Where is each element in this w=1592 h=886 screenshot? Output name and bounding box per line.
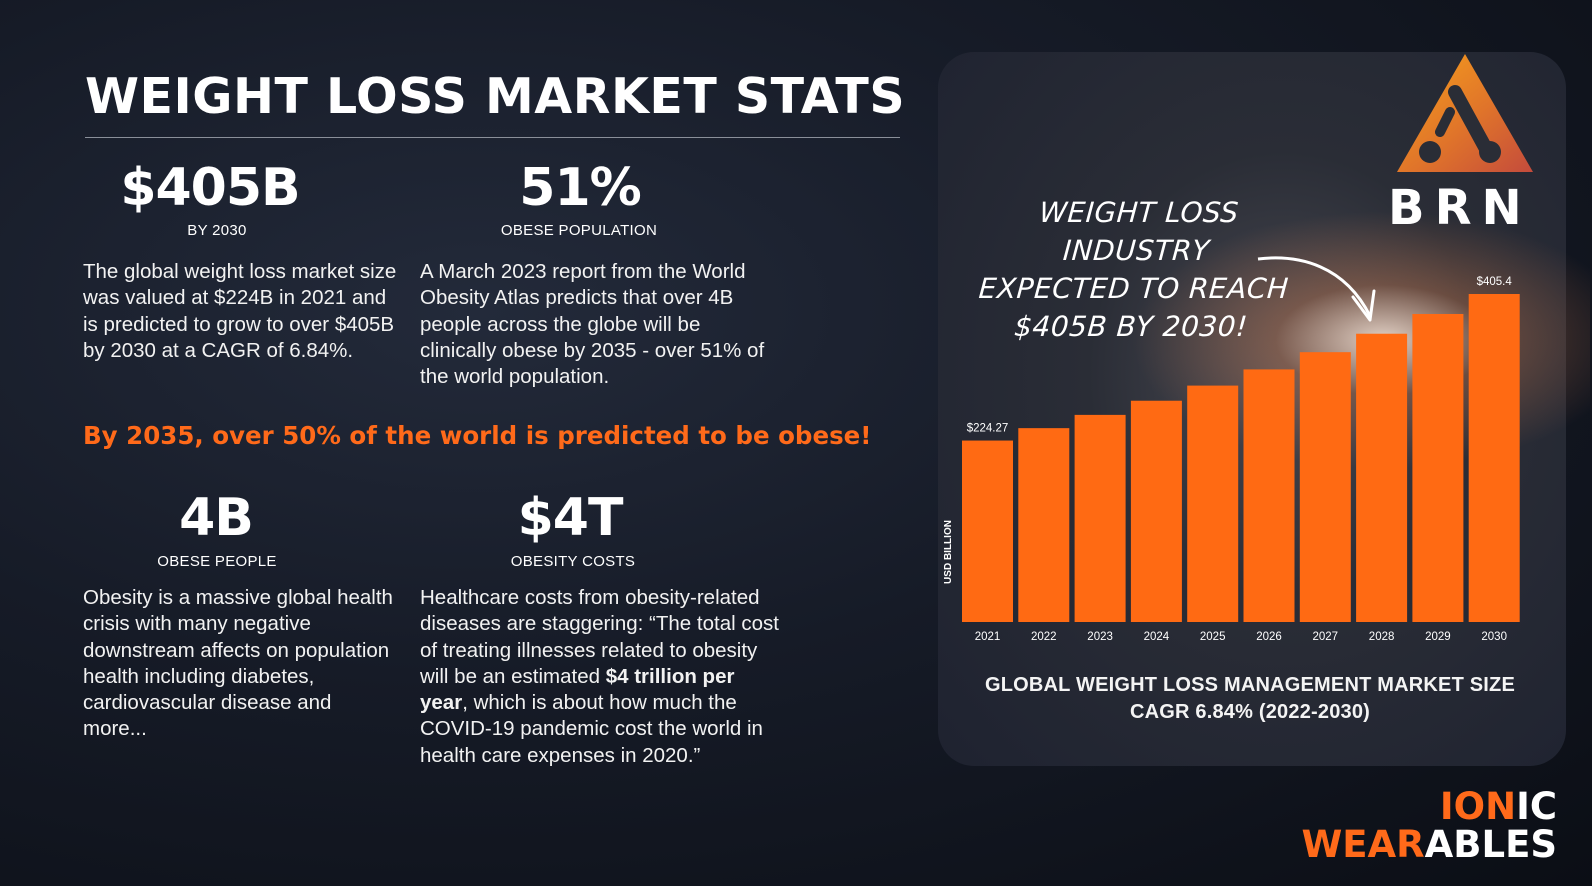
stat-text-obesity-costs: Healthcare costs from obesity-related di… xyxy=(420,586,779,767)
stat-value-market: $405B xyxy=(120,158,300,218)
stat-label-obese-population: OBESE POPULATION xyxy=(500,222,658,239)
chart-subtitle: CAGR 6.84% (2022-2030) xyxy=(1129,701,1371,723)
bar-2024 xyxy=(1130,400,1182,622)
chart-annotation: WEIGHT LOSS INDUSTRY EXPECTED TO REACH $… xyxy=(960,194,1311,346)
stat-label-obese-people: OBESE PEOPLE xyxy=(157,553,277,570)
bar-2022 xyxy=(1018,428,1070,622)
data-label: $224.27 xyxy=(967,423,1009,435)
ionic-wearables-logo: IONIC WEARABLES xyxy=(1301,785,1557,866)
x-tick-label: 2021 xyxy=(975,631,1001,643)
chart-caption: GLOBAL WEIGHT LOSS MANAGEMENT MARKET SIZ… xyxy=(960,672,1540,726)
x-tick-label: 2026 xyxy=(1256,631,1282,643)
x-tick-label: 2030 xyxy=(1481,631,1507,643)
x-tick-label: 2029 xyxy=(1425,631,1451,643)
title-divider xyxy=(85,137,900,138)
bar-2021 xyxy=(962,440,1013,622)
annotation-line-3: $405B BY 2030! xyxy=(1013,310,1249,343)
x-tick-label: 2028 xyxy=(1369,631,1395,643)
stat-text-bold: $4 trillion per year xyxy=(420,664,735,715)
annotation-line-1: WEIGHT LOSS INDUSTRY xyxy=(1038,196,1240,267)
stat-text-obese-people: Obesity is a massive global health crisi… xyxy=(83,586,393,741)
stat-value-obesity-costs: $4T xyxy=(517,488,624,548)
highlight-statement: By 2035, over 50% of the world is predic… xyxy=(83,421,872,450)
page-title: WEIGHT LOSS MARKET STATS xyxy=(85,68,906,125)
bar-2027 xyxy=(1299,352,1351,622)
x-tick-label: 2023 xyxy=(1087,631,1113,643)
x-tick-label: 2027 xyxy=(1313,631,1339,643)
stat-value-obese-people: 4B xyxy=(179,488,254,548)
brn-logo-text: BRN xyxy=(1388,180,1532,236)
annotation-line-2: EXPECTED TO REACH xyxy=(977,272,1290,305)
data-label: $405.4 xyxy=(1477,276,1513,288)
bar-2025 xyxy=(1187,385,1239,622)
stat-text-obese-population: A March 2023 report from the World Obesi… xyxy=(420,260,765,389)
annotation-arrow xyxy=(1257,256,1372,317)
x-tick-label: 2022 xyxy=(1031,631,1057,643)
x-tick-label: 2025 xyxy=(1200,631,1226,643)
stat-text-market: The global weight loss market size was v… xyxy=(83,260,397,362)
chart-title: GLOBAL WEIGHT LOSS MANAGEMENT MARKET SIZ… xyxy=(984,674,1516,696)
y-axis-label: USD BILLION xyxy=(943,520,954,584)
bar-2030 xyxy=(1468,294,1520,622)
bar-2026 xyxy=(1243,369,1295,622)
bar-2028 xyxy=(1356,333,1408,622)
bar-2029 xyxy=(1412,313,1464,622)
stat-label-market: BY 2030 xyxy=(187,222,247,239)
stat-label-obesity-costs: OBESITY COSTS xyxy=(510,553,636,570)
bar-2023 xyxy=(1074,414,1126,622)
brn-logo-icon xyxy=(1397,54,1533,172)
annotation-arrow-head xyxy=(1351,289,1376,322)
x-tick-label: 2024 xyxy=(1144,631,1170,643)
stat-value-obese-population: 51% xyxy=(519,158,641,218)
